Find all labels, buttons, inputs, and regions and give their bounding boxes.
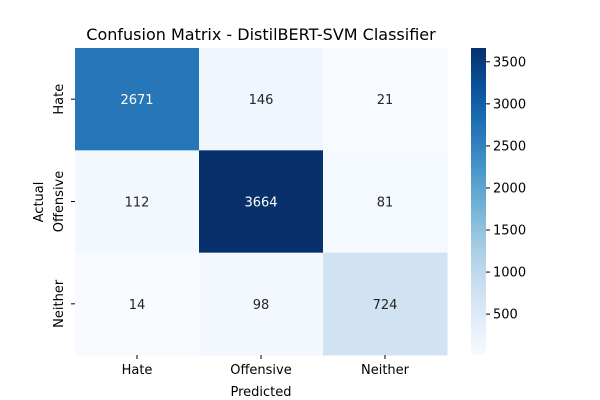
- y-tick-label: Neither: [52, 279, 67, 328]
- x-axis-ticks: Hate Offensive Neither: [122, 355, 410, 378]
- colorbar-tick-label: 1000: [493, 266, 526, 281]
- cell-value: 21: [377, 93, 394, 108]
- heatmap-cell: [75, 48, 200, 151]
- heatmap-cell: [323, 48, 448, 151]
- cell-value-labels: 2671 146 21 112 3664 81 14 98 724: [120, 93, 397, 313]
- y-tick-label: Offensive: [52, 171, 67, 233]
- x-axis-label: Predicted: [230, 385, 291, 400]
- colorbar-tick-label: 1500: [493, 224, 526, 239]
- heatmap-cell: [199, 252, 324, 356]
- heatmap-cells: [75, 48, 448, 356]
- colorbar-tick-label: 2500: [493, 139, 526, 154]
- colorbar-tick-label: 3500: [493, 55, 526, 70]
- chart-title: Confusion Matrix - DistilBERT-SVM Classi…: [86, 25, 436, 44]
- heatmap-cell: [199, 48, 324, 151]
- y-axis-ticks: Hate Offensive Neither: [52, 84, 75, 328]
- heatmap-cell: [75, 150, 200, 254]
- x-tick-label: Offensive: [230, 363, 292, 378]
- heatmap-cell: [323, 150, 448, 254]
- cell-value: 2671: [120, 93, 153, 108]
- cell-value: 14: [129, 298, 146, 313]
- heatmap-cell: [199, 150, 324, 254]
- cell-value: 81: [377, 196, 394, 211]
- cell-value: 112: [125, 196, 150, 211]
- heatmap-cell: [323, 252, 448, 356]
- x-tick-label: Neither: [361, 363, 410, 378]
- colorbar-tick-label: 2000: [493, 181, 526, 196]
- y-axis-label: Actual: [32, 182, 47, 223]
- y-tick-label: Hate: [52, 84, 67, 115]
- colorbar-tick-label: 3000: [493, 97, 526, 112]
- cell-value: 724: [373, 298, 398, 313]
- x-tick-label: Hate: [122, 363, 153, 378]
- cell-value: 3664: [244, 196, 277, 211]
- cell-value: 98: [253, 298, 270, 313]
- colorbar-ticks: 500 1000 1500 2000 2500 3000 3500: [486, 55, 526, 323]
- heatmap-cell: [75, 252, 200, 356]
- colorbar-tick-label: 500: [493, 308, 518, 323]
- colorbar: [471, 48, 486, 355]
- cell-value: 146: [249, 93, 274, 108]
